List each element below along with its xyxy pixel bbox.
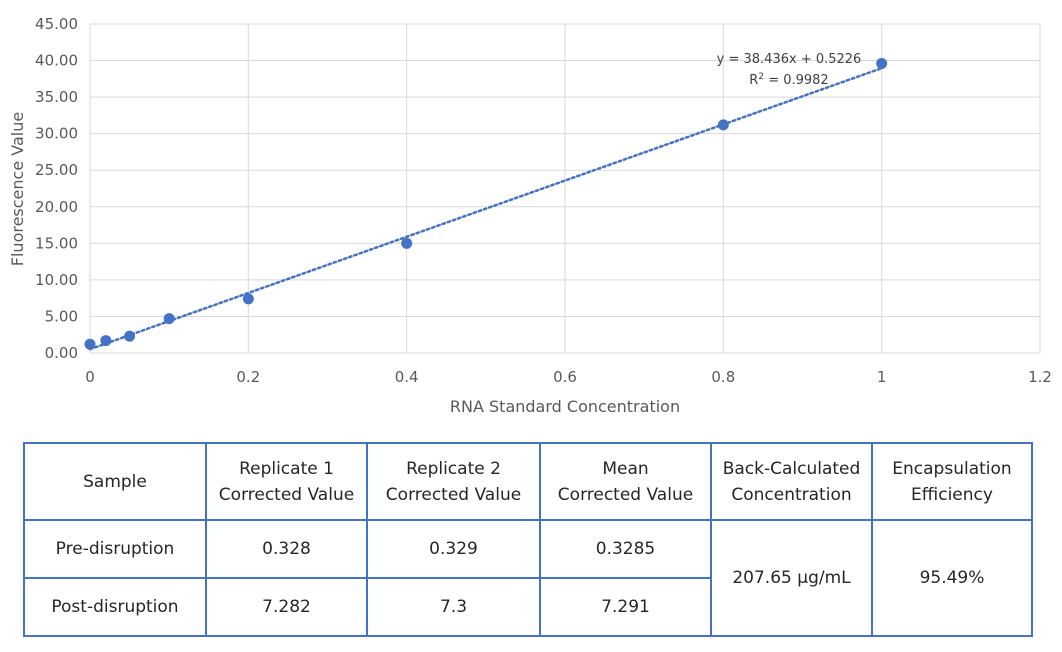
data-point (242, 293, 254, 305)
y-tick-label: 30.00 (35, 125, 78, 143)
y-tick-label: 20.00 (35, 198, 78, 216)
data-point (84, 338, 96, 350)
data-point (100, 335, 112, 347)
header-back-calculated: Back-Calculated Concentration (710, 442, 873, 521)
data-point (876, 57, 888, 69)
trendline-line (88, 66, 883, 351)
data-point (163, 313, 175, 325)
data-point (124, 330, 136, 342)
cell-replicate-2: 7.3 (366, 577, 541, 637)
y-tick-label: 35.00 (35, 88, 78, 106)
cell-mean: 7.291 (539, 577, 712, 637)
y-tick-label: 15.00 (35, 234, 78, 252)
table-row: Pre-disruption 0.328 0.329 0.3285 207.65… (23, 519, 1033, 637)
table-header-row: Sample Replicate 1 Corrected Value Replic… (23, 442, 1033, 521)
cell-replicate-1: 0.328 (205, 519, 368, 579)
x-axis-title: RNA Standard Concentration (450, 397, 680, 416)
y-axis-title: Fluorescence Value (8, 112, 27, 266)
trendline-r-squared: R2 = 0.9982 (749, 72, 828, 88)
trendline-equation: y = 38.436x + 0.5226 (717, 52, 862, 67)
y-tick-label: 10.00 (35, 271, 78, 289)
trendline (88, 66, 883, 351)
header-mean: Mean Corrected Value (539, 442, 712, 521)
y-tick-label: 25.00 (35, 161, 78, 179)
header-replicate-2: Replicate 2 Corrected Value (366, 442, 541, 521)
x-tick-label: 0.4 (395, 368, 419, 386)
cell-back-calculated: 207.65 μg/mL (710, 519, 873, 637)
grid-lines (89, 23, 1041, 354)
table-row: Post-disruption 7.282 7.3 7.291 (23, 577, 1032, 637)
cell-replicate-2: 0.329 (366, 519, 541, 579)
data-point (717, 119, 729, 131)
data-point (401, 237, 413, 249)
cell-replicate-1: 7.282 (205, 577, 368, 637)
x-tick-label: 0 (85, 368, 95, 386)
y-tick-label: 0.00 (45, 344, 78, 362)
y-axis-ticks: 0.00 5.00 10.00 15.00 20.00 25.00 30.00 35.00 40… (35, 15, 78, 362)
cell-sample: Post-disruption (23, 577, 207, 637)
x-axis-ticks: 0 0.2 0.4 0.6 0.8 1 1.2 (85, 368, 1052, 386)
cell-encapsulation: 95.49% (871, 519, 1033, 637)
y-tick-label: 45.00 (35, 15, 78, 33)
x-tick-label: 1.2 (1028, 368, 1052, 386)
x-tick-label: 0.6 (553, 368, 577, 386)
y-tick-label: 40.00 (35, 52, 78, 70)
x-tick-label: 0.2 (236, 368, 260, 386)
cell-mean: 0.3285 (539, 519, 712, 579)
results-table: Sample Replicate 1 Corrected Value Replic… (23, 442, 1033, 637)
x-tick-label: 0.8 (711, 368, 735, 386)
y-tick-label: 5.00 (45, 307, 78, 325)
cell-sample: Pre-disruption (23, 519, 207, 579)
calibration-chart: 0 0.2 0.4 0.6 0.8 1 1.2 0.00 5.00 10.00 15.00 20.0… (8, 15, 1052, 416)
header-replicate-1: Replicate 1 Corrected Value (205, 442, 368, 521)
header-sample: Sample (23, 442, 207, 521)
x-tick-label: 1 (877, 368, 887, 386)
data-points (84, 57, 888, 350)
header-encapsulation: Encapsulation Efficiency (871, 442, 1033, 521)
